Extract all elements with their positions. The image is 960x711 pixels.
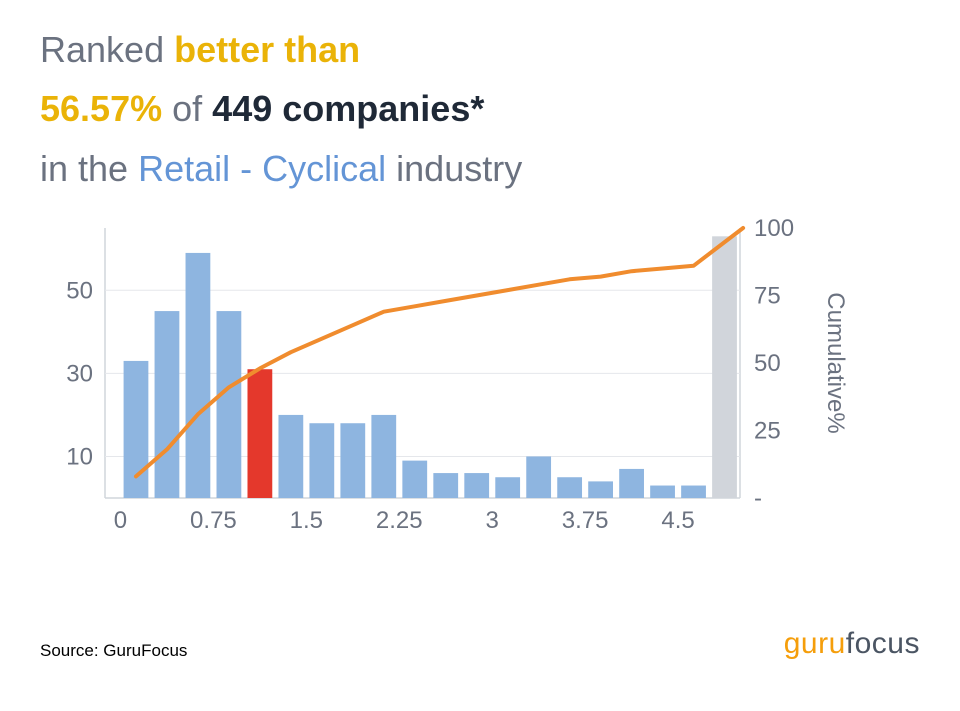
svg-text:3.75: 3.75 bbox=[562, 507, 609, 534]
svg-text:10: 10 bbox=[66, 444, 93, 471]
svg-text:Cumulative%: Cumulative% bbox=[822, 292, 849, 433]
svg-text:4.5: 4.5 bbox=[661, 507, 694, 534]
distribution-chart: 10 30 50 - 25 50 75 100 Cumulative% 0 0.75 1.5 2.25 3… bbox=[40, 208, 870, 543]
footer: Source: GuruFocus gurufocus bbox=[40, 627, 920, 661]
svg-text:75: 75 bbox=[754, 283, 781, 310]
headline-better-than: better than bbox=[174, 29, 360, 70]
headline: Ranked better than 56.57% of 449 compani… bbox=[40, 20, 920, 198]
headline-in-the: in the bbox=[40, 148, 128, 189]
svg-text:1.5: 1.5 bbox=[290, 507, 323, 534]
svg-text:0: 0 bbox=[114, 507, 127, 534]
svg-text:50: 50 bbox=[66, 277, 93, 304]
logo-part2: focus bbox=[846, 627, 920, 661]
svg-text:30: 30 bbox=[66, 361, 93, 388]
root: Ranked better than 56.57% of 449 compani… bbox=[0, 0, 960, 711]
svg-text:50: 50 bbox=[754, 350, 781, 377]
svg-text:-: - bbox=[754, 485, 762, 512]
svg-text:0.75: 0.75 bbox=[190, 507, 237, 534]
svg-text:25: 25 bbox=[754, 418, 781, 445]
headline-ranked: Ranked bbox=[40, 29, 164, 70]
gurufocus-logo: gurufocus bbox=[784, 627, 920, 661]
industry-link[interactable]: Retail - Cyclical bbox=[138, 148, 386, 189]
logo-part1: guru bbox=[784, 627, 846, 661]
svg-text:3: 3 bbox=[486, 507, 499, 534]
chart-svg: 10 30 50 - 25 50 75 100 Cumulative% 0 0.75 1.5 2.25 3… bbox=[40, 208, 870, 543]
headline-of: of bbox=[172, 88, 202, 129]
svg-text:100: 100 bbox=[754, 215, 794, 242]
headline-percent: 56.57% bbox=[40, 88, 162, 129]
source-label: Source: GuruFocus bbox=[40, 641, 187, 661]
svg-text:2.25: 2.25 bbox=[376, 507, 423, 534]
headline-count: 449 bbox=[212, 88, 272, 129]
headline-industry: industry bbox=[396, 148, 522, 189]
headline-companies: companies* bbox=[282, 88, 484, 129]
